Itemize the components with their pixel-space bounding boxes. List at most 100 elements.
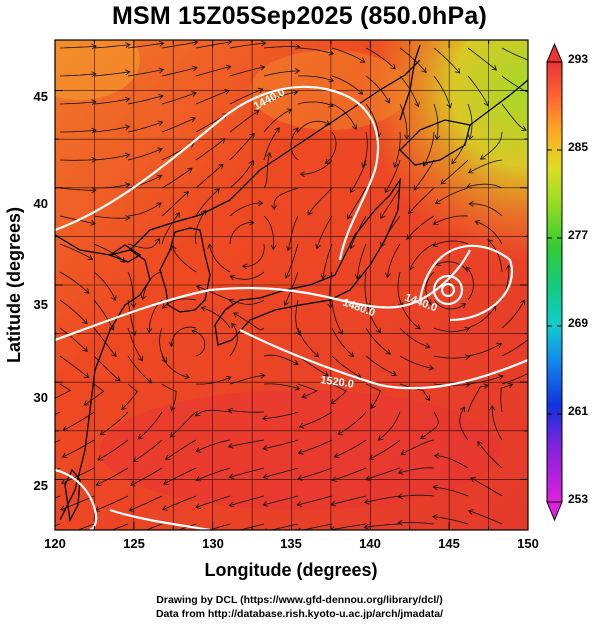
streamline-arrowhead: [121, 404, 127, 411]
streamline-arrowhead: [397, 469, 404, 475]
streamline-arrowhead: [498, 374, 504, 380]
streamline: [263, 215, 275, 250]
streamline-arrowhead: [124, 152, 131, 159]
streamline-arrowhead: [168, 341, 175, 348]
streamline: [273, 187, 299, 210]
streamline: [161, 167, 193, 189]
streamline: [433, 299, 466, 310]
streamline: [228, 409, 265, 413]
streamline-arrowhead: [124, 182, 131, 188]
streamline: [59, 327, 88, 352]
streamline-arrowhead: [464, 354, 471, 361]
streamline: [238, 523, 265, 530]
streamline-arrowhead: [465, 381, 471, 388]
streamline: [470, 477, 503, 497]
streamline: [433, 103, 439, 140]
streamline-arrowhead: [294, 68, 301, 74]
streamline: [434, 455, 469, 469]
streamline: [195, 439, 231, 453]
streamline: [127, 121, 163, 133]
streamline: [195, 188, 220, 217]
streamline: [263, 70, 300, 77]
streamline-arrowhead: [91, 127, 97, 134]
streamline: [435, 261, 469, 273]
streamline-arrowhead: [432, 219, 439, 225]
streamline-arrowhead: [466, 183, 472, 189]
streamline: [229, 110, 260, 133]
height-contours: [55, 85, 528, 530]
streamline-arrowhead: [27, 478, 32, 483]
map-title: MSM 15Z05Sep2025 (850.0hPa): [111, 2, 488, 30]
streamline: [399, 355, 434, 369]
streamline-arrowhead: [521, 125, 527, 131]
streamline-arrowhead: [479, 154, 486, 160]
streamline-arrowhead: [111, 295, 117, 302]
axis-ticks: [54, 40, 529, 530]
streamline: [127, 95, 164, 105]
streamline-arrowhead: [262, 445, 268, 451]
streamline-arrowhead: [487, 239, 494, 245]
streamline: [195, 409, 231, 417]
streamline-arrowhead: [368, 454, 375, 460]
streamline-arrowhead: [320, 273, 327, 280]
streamline-arrowhead: [163, 479, 169, 485]
streamline-arrowhead: [313, 351, 320, 358]
streamline-arrowhead: [183, 191, 190, 197]
streamline: [195, 89, 230, 105]
streamline: [229, 374, 265, 385]
streamline: [433, 75, 451, 108]
streamline: [229, 202, 263, 217]
streamline-arrowhead: [384, 187, 390, 194]
streamline: [297, 355, 329, 377]
streamline-arrowhead: [196, 284, 202, 291]
streamline-arrowhead: [446, 102, 452, 109]
streamline: [477, 441, 503, 469]
streamline: [298, 439, 333, 454]
streamline: [365, 47, 396, 70]
streamline-arrowhead: [424, 343, 431, 349]
streamline: [263, 108, 292, 133]
streamline: [229, 42, 266, 49]
streamline: [316, 215, 333, 249]
streamline-arrowhead: [158, 94, 164, 100]
streamline-arrowhead: [465, 266, 472, 273]
streamline-arrowhead: [161, 357, 167, 363]
streamline-arrowhead: [82, 318, 88, 325]
streamline-arrowhead: [357, 89, 364, 95]
streamline: [195, 376, 232, 385]
streamline: [380, 187, 401, 219]
streamline-arrowhead: [99, 430, 106, 436]
streamline-arrowhead: [224, 89, 231, 95]
streamline: [172, 245, 197, 273]
streamline-arrowhead: [297, 449, 304, 455]
streamline-arrowhead: [328, 102, 334, 108]
streamline: [297, 47, 334, 55]
streamline: [365, 467, 401, 480]
streamline-arrowhead: [146, 328, 153, 334]
streamline-arrowhead: [124, 69, 131, 76]
streamline: [93, 98, 130, 105]
streamline: [161, 41, 198, 49]
streamline: [263, 91, 298, 105]
streamline: [300, 523, 333, 530]
streamline-arrowhead: [413, 184, 419, 191]
streamline: [76, 523, 95, 530]
streamline: [322, 243, 333, 279]
streamline-arrowhead: [201, 209, 207, 216]
y-tick-label: 45: [34, 89, 48, 104]
streamline: [229, 88, 263, 105]
streamline-arrowhead: [351, 124, 358, 131]
streamline: [350, 159, 367, 193]
streamline-arrowhead: [505, 264, 512, 270]
x-tick-label: 145: [438, 536, 460, 551]
streamline: [331, 355, 362, 378]
streamline-arrowhead: [297, 475, 303, 481]
streamline-arrowhead: [333, 452, 340, 459]
streamline: [127, 202, 162, 217]
colorbar-label: 269: [568, 316, 588, 330]
streamline: [423, 131, 435, 167]
streamline: [501, 103, 527, 131]
streamline: [229, 495, 265, 507]
streamline: [192, 330, 206, 357]
